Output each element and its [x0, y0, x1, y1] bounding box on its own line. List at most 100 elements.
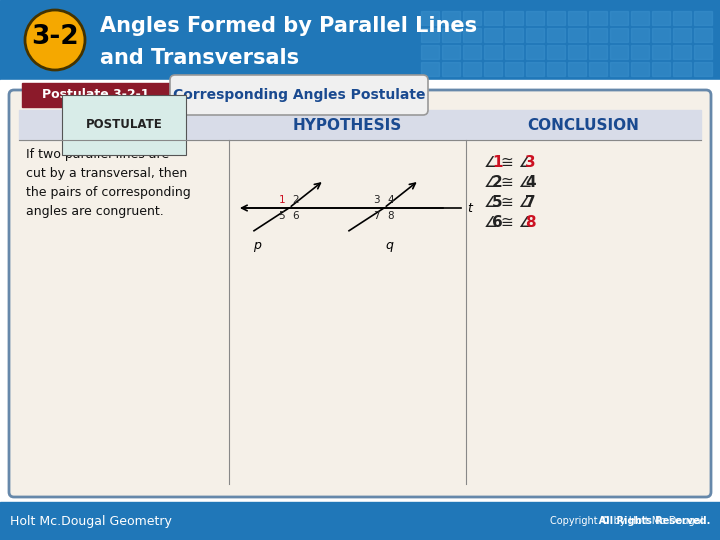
Text: 1: 1	[492, 155, 503, 170]
Text: 4: 4	[387, 195, 394, 205]
Bar	[694, 62, 712, 76]
Bar	[547, 28, 565, 42]
Bar	[526, 11, 544, 25]
Bar	[505, 28, 523, 42]
Text: 3-2: 3-2	[31, 24, 78, 50]
Bar	[652, 62, 670, 76]
Text: ∠: ∠	[484, 215, 498, 230]
Bar	[526, 62, 544, 76]
Text: ≅ ∠: ≅ ∠	[501, 195, 532, 210]
Bar	[652, 28, 670, 42]
Text: 8: 8	[525, 215, 536, 230]
Bar	[589, 45, 607, 59]
Text: the pairs of corresponding: the pairs of corresponding	[26, 186, 191, 199]
Bar	[421, 62, 439, 76]
Bar	[631, 11, 649, 25]
Text: 5: 5	[279, 211, 285, 221]
Bar	[442, 11, 460, 25]
Bar	[652, 11, 670, 25]
Bar	[547, 11, 565, 25]
Bar	[673, 45, 691, 59]
Bar	[442, 28, 460, 42]
Bar	[694, 11, 712, 25]
Bar	[421, 28, 439, 42]
Text: 7: 7	[374, 211, 380, 221]
Text: 6: 6	[292, 211, 299, 221]
Bar	[442, 62, 460, 76]
Text: POSTULATE: POSTULATE	[86, 118, 163, 132]
Text: ≅ ∠: ≅ ∠	[501, 175, 532, 190]
Bar	[568, 28, 586, 42]
Bar	[421, 11, 439, 25]
Text: p: p	[253, 239, 261, 252]
Bar	[673, 11, 691, 25]
Text: Corresponding Angles Postulate: Corresponding Angles Postulate	[173, 88, 426, 102]
Bar	[547, 62, 565, 76]
Bar	[610, 28, 628, 42]
Bar	[694, 45, 712, 59]
FancyBboxPatch shape	[9, 90, 711, 497]
Text: ∠: ∠	[484, 155, 498, 170]
Text: Copyright © by Holt Mc Dougal.: Copyright © by Holt Mc Dougal.	[551, 516, 710, 526]
Bar	[631, 45, 649, 59]
Text: 8: 8	[387, 211, 394, 221]
Text: 7: 7	[525, 195, 536, 210]
Bar	[463, 28, 481, 42]
Text: ∠: ∠	[484, 175, 498, 190]
Bar	[484, 28, 502, 42]
Text: Holt Mc.Dougal Geometry: Holt Mc.Dougal Geometry	[10, 515, 172, 528]
Bar	[673, 28, 691, 42]
Bar	[652, 45, 670, 59]
Bar	[505, 62, 523, 76]
Bar	[463, 11, 481, 25]
Bar	[22, 83, 170, 107]
Text: 2: 2	[492, 175, 503, 190]
Bar	[505, 45, 523, 59]
Text: If two parallel lines are: If two parallel lines are	[26, 148, 169, 161]
Bar	[484, 62, 502, 76]
Bar	[589, 62, 607, 76]
Text: ≅ ∠: ≅ ∠	[501, 155, 532, 170]
Text: ≅ ∠: ≅ ∠	[501, 215, 532, 230]
Circle shape	[25, 10, 85, 70]
Text: ∠: ∠	[484, 195, 498, 210]
Text: 4: 4	[525, 175, 536, 190]
Bar	[421, 45, 439, 59]
Bar	[0, 0, 720, 80]
Bar	[631, 62, 649, 76]
Text: q: q	[385, 239, 393, 252]
Bar	[568, 11, 586, 25]
Text: All Rights Reserved.: All Rights Reserved.	[494, 516, 710, 526]
Bar	[610, 11, 628, 25]
Bar	[589, 28, 607, 42]
Bar	[610, 62, 628, 76]
Text: cut by a transversal, then: cut by a transversal, then	[26, 167, 187, 180]
Bar	[463, 62, 481, 76]
Bar	[694, 28, 712, 42]
Text: Angles Formed by Parallel Lines: Angles Formed by Parallel Lines	[100, 16, 477, 36]
Bar	[631, 28, 649, 42]
Text: 1: 1	[279, 195, 285, 205]
Text: HYPOTHESIS: HYPOTHESIS	[293, 118, 402, 132]
Bar	[673, 62, 691, 76]
Bar	[589, 11, 607, 25]
FancyBboxPatch shape	[170, 75, 428, 115]
Bar	[547, 45, 565, 59]
Bar	[0, 502, 720, 540]
Bar	[526, 28, 544, 42]
Text: Postulate 3-2-1: Postulate 3-2-1	[42, 89, 150, 102]
Text: and Transversals: and Transversals	[100, 48, 299, 68]
Text: 6: 6	[492, 215, 503, 230]
Text: t: t	[467, 201, 472, 214]
Bar	[442, 45, 460, 59]
Bar	[505, 11, 523, 25]
Bar	[568, 45, 586, 59]
Text: 2: 2	[292, 195, 299, 205]
Bar	[526, 45, 544, 59]
Text: CONCLUSION: CONCLUSION	[528, 118, 639, 132]
Bar	[568, 62, 586, 76]
Text: angles are congruent.: angles are congruent.	[26, 205, 163, 218]
Bar	[19, 110, 701, 140]
Bar	[484, 45, 502, 59]
Bar	[0, 80, 720, 502]
